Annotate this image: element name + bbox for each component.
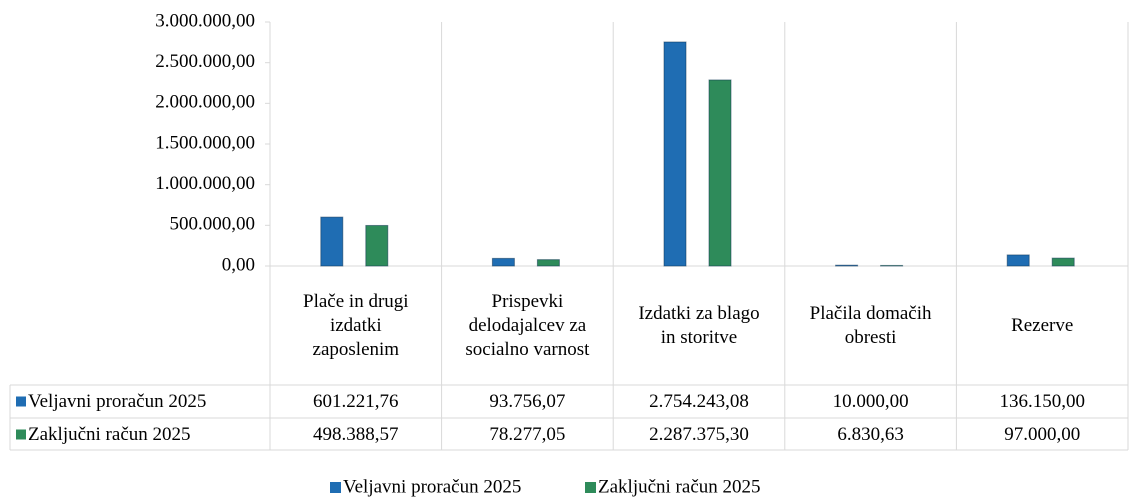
category-label-text: Izdatki za blago in storitve — [638, 302, 760, 348]
table-value: 93.756,07 — [442, 385, 614, 418]
bar — [320, 216, 344, 267]
legend-label: Veljavni proračun 2025 — [343, 476, 521, 497]
y-tick-label: 3.000.000,00 — [155, 10, 255, 31]
table-key — [16, 396, 26, 407]
table-value: 78.277,05 — [442, 418, 614, 451]
table-value-text: 601.221,76 — [313, 390, 399, 412]
bar — [1006, 254, 1030, 267]
table-row-label: Zaključni račun 2025 — [28, 418, 268, 451]
category-label-text: Plačila domačih obresti — [809, 302, 932, 348]
category-label: Plače in drugi izdatki zaposlenim — [270, 266, 442, 385]
bar — [663, 41, 687, 267]
table-value-text: 6.830,63 — [837, 423, 904, 445]
bar — [1051, 257, 1075, 267]
table-row-label-text: Zaključni račun 2025 — [28, 423, 191, 445]
y-tick-label: 0,00 — [222, 254, 255, 275]
table-value-text: 93.756,07 — [489, 390, 566, 412]
table-value-text: 498.388,57 — [313, 423, 399, 445]
bar — [536, 259, 560, 267]
bar — [708, 79, 732, 267]
legend-key — [330, 482, 341, 493]
table-value-text: 136.150,00 — [999, 390, 1085, 412]
table-value: 97.000,00 — [956, 418, 1128, 451]
table-row-label-text: Veljavni proračun 2025 — [28, 390, 207, 412]
table-value-text: 10.000,00 — [832, 390, 909, 412]
legend-key — [585, 482, 596, 493]
category-label-text: Plače in drugi izdatki zaposlenim — [303, 290, 409, 360]
category-label: Prispevki delodajalcev za socialno varno… — [442, 266, 614, 385]
legend-label: Zaključni račun 2025 — [598, 476, 761, 497]
table-value: 2.287.375,30 — [613, 418, 785, 451]
table-value: 498.388,57 — [270, 418, 442, 451]
y-tick-label: 1.000.000,00 — [155, 173, 255, 194]
category-label: Izdatki za blago in storitve — [613, 266, 785, 385]
y-tick-label: 2.000.000,00 — [155, 92, 255, 113]
bar — [365, 224, 389, 267]
bar — [491, 257, 515, 267]
table-value-text: 97.000,00 — [1004, 423, 1081, 445]
y-tick-label: 1.500.000,00 — [155, 132, 255, 153]
category-label: Plačila domačih obresti — [785, 266, 957, 385]
table-row-label: Veljavni proračun 2025 — [28, 385, 268, 418]
table-value-text: 78.277,05 — [489, 423, 566, 445]
bar — [880, 264, 904, 267]
y-tick-label: 500.000,00 — [170, 214, 256, 235]
category-label: Rezerve — [956, 266, 1128, 385]
y-tick-label: 2.500.000,00 — [155, 51, 255, 72]
table-value: 6.830,63 — [785, 418, 957, 451]
table-value-text: 2.754.243,08 — [649, 390, 749, 412]
category-label-text: Prispevki delodajalcev za socialno varno… — [465, 290, 590, 360]
table-value: 601.221,76 — [270, 385, 442, 418]
table-value-text: 2.287.375,30 — [649, 423, 749, 445]
table-value: 10.000,00 — [785, 385, 957, 418]
category-label-text: Rezerve — [1011, 314, 1074, 336]
table-value: 136.150,00 — [956, 385, 1128, 418]
table-value: 2.754.243,08 — [613, 385, 785, 418]
table-key — [16, 429, 26, 440]
bar — [835, 264, 859, 267]
